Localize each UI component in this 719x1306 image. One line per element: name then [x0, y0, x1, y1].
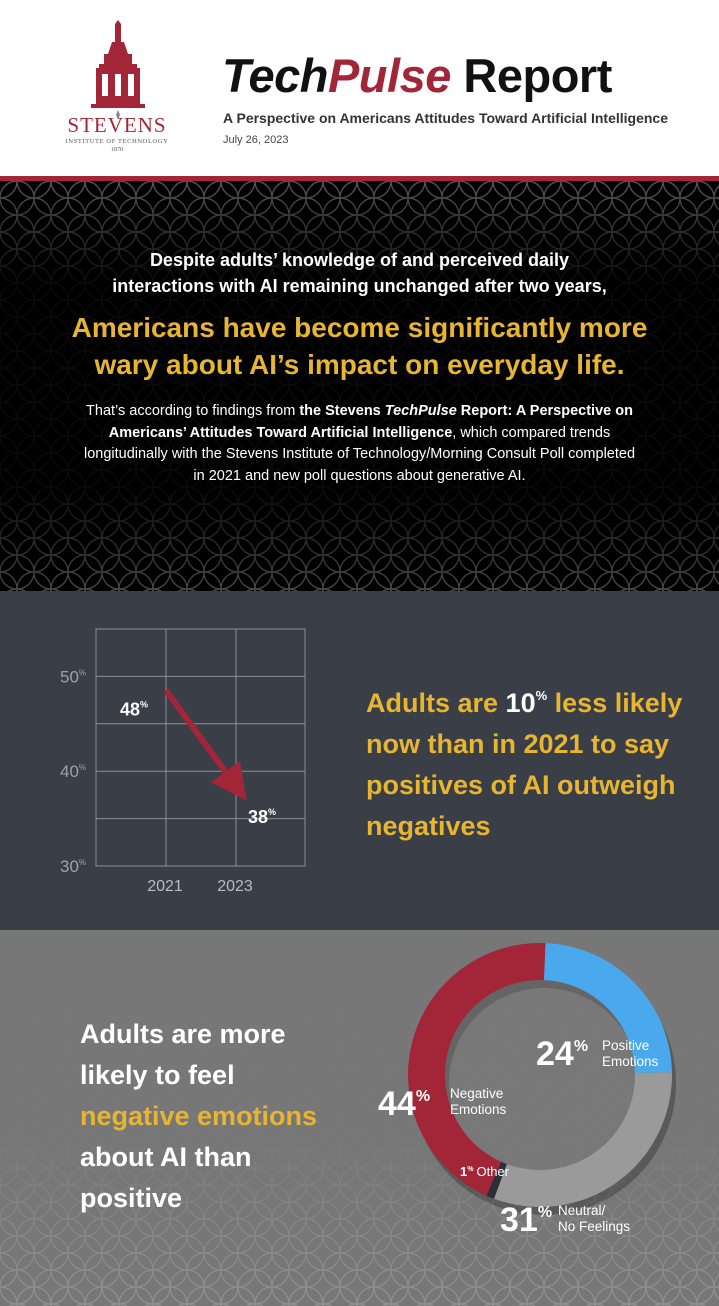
trend-y-tick-label: 30%: [60, 857, 86, 876]
donut-value-2: 31%: [500, 1201, 552, 1239]
header-divider: [0, 176, 719, 181]
page-subtitle: A Perspective on Americans Attitudes Tow…: [223, 110, 668, 126]
publish-date: July 26, 2023: [223, 134, 289, 146]
logo-subtitle: INSTITUTE OF TECHNOLOGY: [65, 138, 169, 145]
logo-year: 1870: [111, 147, 123, 153]
donut-caption-1: Positive Emotions: [602, 1038, 659, 1069]
stevens-logo: [91, 20, 145, 120]
intro-body-brand: TechPulse: [384, 403, 457, 419]
donut-hole: [445, 980, 635, 1170]
trend-x-tick-label: 2023: [217, 878, 253, 895]
trend-value-label-2021: 48%: [120, 699, 148, 719]
donut-slice-positive-emotions: [543, 943, 672, 1074]
intro-lead-text: Despite adults’ knowledge of and perceiv…: [112, 250, 607, 296]
trend-value-label-2023: 38%: [248, 807, 276, 827]
emotions-callout: Adults are more likely to feel negative …: [80, 1014, 340, 1219]
emotions-callout-part-1: Adults are more likely to feel: [80, 1019, 286, 1090]
trend-callout: Adults are 10% less likely now than in 2…: [366, 675, 696, 847]
intro-headline: Americans have become significantly more…: [71, 312, 648, 380]
report-header: STEVENS INSTITUTE OF TECHNOLOGY 1870 Tec…: [0, 0, 719, 181]
trend-series: 48% 38%: [120, 688, 276, 827]
trend-y-tick-label: 40%: [60, 762, 86, 781]
donut-slice-neutral-no-feelings: [493, 1072, 672, 1207]
intro-body-part-1: That’s according to findings from: [86, 403, 300, 419]
trend-x-tick-label: 2021: [147, 878, 183, 895]
trend-x-axis: 2021 2023: [147, 878, 253, 895]
donut-slice-negative-emotions: [407, 943, 546, 1196]
emotions-section: Adults are more likely to feel negative …: [0, 930, 719, 1306]
donut-value-0: 44%: [378, 1085, 430, 1123]
trend-y-axis: 50% 40% 30%: [60, 667, 86, 876]
intro-body-part-2: , which compared trends longitudinally w…: [83, 424, 636, 484]
title-brand-tech: Tech: [222, 49, 328, 102]
emotions-callout-highlight: negative emotions: [80, 1101, 318, 1131]
trend-callout-part-1: Adults are: [366, 688, 506, 718]
intro-body-bold-1: the Stevens: [299, 403, 385, 419]
donut-caption-0: Negative Emotions: [450, 1086, 507, 1117]
donut-value-1: 24%: [536, 1035, 588, 1073]
trend-grid: [96, 629, 305, 866]
intro-body-bold-2: Report: A Perspective on Americans’ Atti…: [108, 403, 633, 441]
page-title: TechPulse Report: [222, 46, 612, 106]
donut-caption-2: Neutral/No Feelings: [558, 1203, 630, 1234]
trend-callout-number: 10%: [505, 688, 548, 718]
intro-body-text: That’s according to findings from the St…: [80, 401, 640, 487]
donut-labels: 44% Negative Emotions 24% Positive Emotions 31…: [378, 1035, 659, 1239]
title-report: Report: [450, 49, 612, 102]
trend-decline-arrow: [163, 688, 247, 801]
emotions-callout-part-2: about AI than positive: [80, 1142, 252, 1213]
title-brand-pulse: Pulse: [327, 49, 451, 102]
donut-slices: [407, 943, 676, 1215]
intro-section: Despite adults’ knowledge of and perceiv…: [0, 181, 719, 591]
trend-section: 50% 40% 30% 2021 2023 48% 38% Adults are 10%…: [0, 591, 719, 930]
logo-wordmark: STEVENS: [67, 113, 167, 137]
trend-y-tick-label: 50%: [60, 667, 86, 686]
emotions-donut-chart: 44% Negative Emotions 24% Positive Emotions 31…: [378, 943, 676, 1239]
trend-plot-frame: [95, 628, 306, 867]
donut-slice-other: [486, 1161, 507, 1199]
donut-label-other: 1% Other: [460, 1164, 510, 1179]
intro-background-pattern: [0, 181, 719, 591]
trend-line-chart: 50% 40% 30% 2021 2023 48% 38%: [60, 628, 306, 895]
trend-callout-part-2: less likely now than in 2021 to say posi…: [366, 688, 683, 841]
